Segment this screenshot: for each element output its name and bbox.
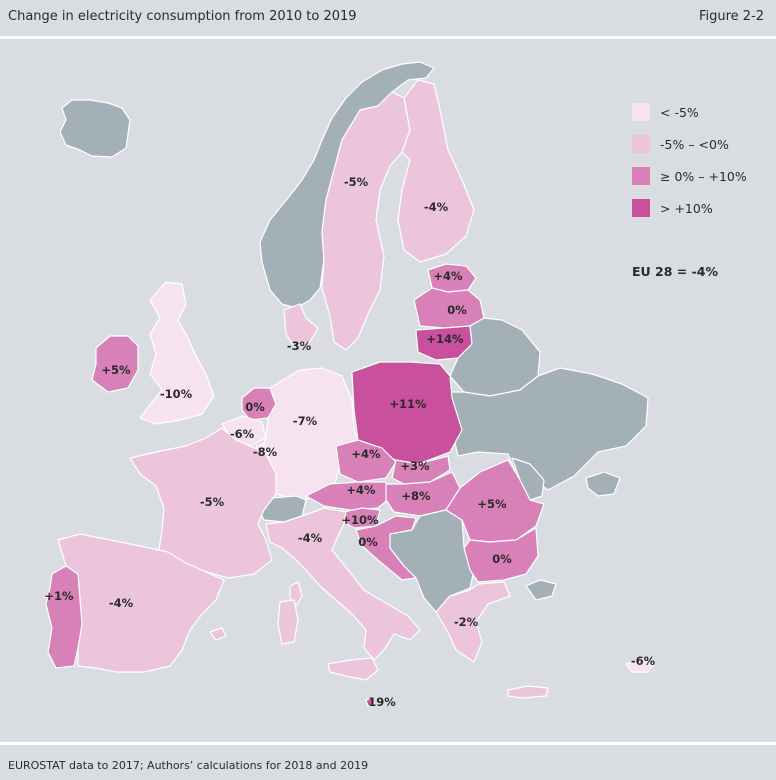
region-malta [365,697,375,707]
footer-bar: EUROSTAT data to 2017; Authors’ calculat… [0,742,776,780]
region-norway [259,61,435,309]
region-bulgaria [463,527,539,583]
region-ireland [91,335,139,393]
region-iceland [59,99,131,158]
region-finland [397,79,475,263]
source-note: EUROSTAT data to 2017; Authors’ calculat… [8,759,369,772]
label-denmark: -3% [287,339,312,353]
label-france: -5% [200,495,225,509]
legend-label: -5% – <0% [660,137,729,152]
region-uk [139,281,215,425]
region-turkey [525,579,557,601]
region-italy-sardinia [277,599,299,645]
label-latvia: 0% [447,303,467,317]
legend-swatch [632,199,650,217]
label-romania: +5% [477,497,507,511]
region-france [129,427,277,579]
label-slovakia: +3% [400,459,430,473]
label-malta: 19% [368,695,396,709]
region-greece [435,581,511,663]
label-uk: -10% [160,387,193,401]
label-bulgaria: 0% [492,552,512,566]
label-hungary: +8% [401,489,431,503]
figure-title: Change in electricity consumption from 2… [8,9,357,24]
label-poland: +11% [389,397,427,411]
label-germany: -7% [293,414,318,428]
legend-label: > +10% [660,201,713,216]
label-lithuania: +14% [426,332,464,346]
label-ireland: +5% [101,363,131,377]
legend-label: ≥ 0% – +10% [660,169,747,184]
map-labels: -5% -4% +4% 0% +14% -3% +5% -10% 0% -6% … [44,175,655,709]
label-sweden: -5% [344,175,369,189]
label-greece: -2% [454,615,479,629]
region-sweden [321,91,411,351]
region-italy-sicily [327,657,379,681]
region-latvia [413,287,485,329]
eu-total: EU 28 = -4% [632,264,719,279]
region-italy [265,507,421,661]
label-portugal: +1% [44,589,74,603]
legend-swatch [632,103,650,121]
region-balkans [389,509,475,613]
label-italy: -4% [298,531,323,545]
legend-swatch [632,167,650,185]
label-slovenia: +10% [341,513,379,527]
label-belgium: -6% [230,427,255,441]
legend-swatch [632,135,650,153]
figure-number: Figure 2-2 [698,9,764,24]
region-cyprus [625,659,655,673]
label-finland: -4% [424,200,449,214]
label-cyprus: -6% [631,654,656,668]
region-greece-crete [507,685,549,699]
label-netherlands: 0% [245,400,265,414]
label-luxembourg: -8% [253,445,278,459]
region-denmark [283,303,319,347]
region-germany [261,367,361,501]
label-czechia: +4% [351,447,381,461]
region-spain-balearics [209,627,227,641]
region-crimea [585,471,621,497]
label-austria: +4% [346,483,376,497]
label-estonia: +4% [433,269,463,283]
header-bar: Change in electricity consumption from 2… [0,0,776,39]
region-czechia [335,439,397,483]
label-croatia: 0% [358,535,378,549]
region-slovakia [391,455,451,485]
legend-label: < -5% [660,105,699,120]
region-ukraine [449,367,649,491]
region-portugal [45,565,83,669]
label-spain: -4% [109,596,134,610]
